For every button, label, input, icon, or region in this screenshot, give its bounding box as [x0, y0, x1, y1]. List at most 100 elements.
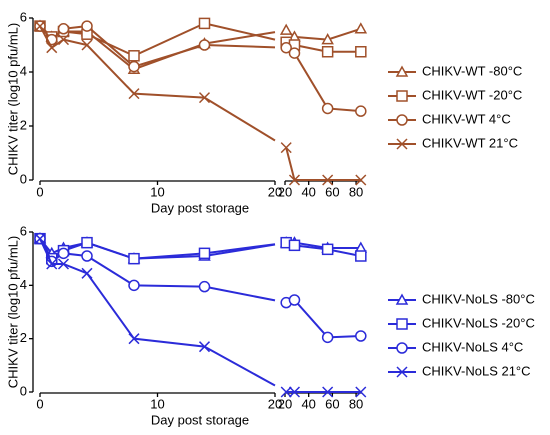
legend-label: CHIKV-WT 21°C: [422, 135, 518, 150]
series-line: [39, 238, 205, 348]
data-point: [198, 341, 211, 353]
x2-tick-label: 60: [325, 396, 339, 411]
data-point: [81, 20, 93, 32]
data-point: [46, 258, 58, 270]
data-point: [355, 330, 367, 342]
series-line: [285, 147, 361, 181]
data-point: [57, 23, 70, 35]
legend-label: CHIKV-NoLS -20°C: [422, 315, 535, 330]
data-point: [321, 243, 334, 256]
data-point: [128, 60, 140, 73]
legend-label: CHIKV-WT 4°C: [422, 111, 511, 126]
y-tick-label: 2: [20, 330, 27, 345]
y-tick-label: 0: [20, 171, 27, 186]
legend-marker: [396, 366, 408, 378]
legend-label: CHIKV-NoLS -80°C: [422, 291, 535, 306]
legend-marker: [396, 114, 408, 126]
x-tick-label: 10: [150, 184, 164, 199]
y-axis-label: CHIKV titer (log10 pfu/mL): [5, 23, 20, 175]
data-point: [355, 105, 367, 117]
y-tick-label: 2: [20, 117, 27, 132]
data-point: [288, 47, 301, 59]
y-tick-label: 4: [20, 63, 27, 78]
data-point: [81, 236, 93, 249]
break-connector: [204, 22, 276, 41]
x-tick-label: 0: [36, 184, 43, 199]
legend-label: CHIKV-NoLS 21°C: [422, 363, 531, 378]
data-point: [198, 39, 211, 51]
legend-marker: [396, 318, 408, 330]
y-tick-label: 4: [20, 277, 27, 292]
data-point: [198, 280, 211, 293]
data-point: [34, 20, 46, 32]
data-point: [355, 46, 367, 58]
data-point: [57, 247, 70, 260]
series-line: [285, 298, 361, 339]
x2-tick-label: 20: [278, 184, 292, 199]
data-point: [355, 386, 367, 398]
data-point: [128, 50, 140, 62]
data-point: [198, 92, 211, 104]
series-line: [39, 25, 205, 99]
data-point: [321, 331, 334, 344]
x2-tick-label: 20: [278, 396, 292, 411]
x-tick-label: 20: [268, 184, 282, 199]
data-point: [355, 250, 367, 262]
break-connector: [203, 96, 276, 142]
data-point: [280, 41, 292, 54]
data-point: [81, 39, 93, 51]
data-point: [288, 174, 301, 186]
legend-marker: [396, 138, 408, 150]
data-point: [321, 46, 334, 58]
y-tick-label: 6: [20, 9, 27, 24]
break-connector: [204, 44, 276, 49]
legend-marker: [395, 293, 409, 305]
data-point: [46, 42, 58, 54]
data-point: [321, 102, 334, 115]
break-connector: [204, 243, 276, 255]
legend-label: CHIKV-WT -20°C: [422, 87, 522, 102]
data-point: [81, 267, 93, 279]
data-point: [288, 239, 301, 252]
data-point: [128, 252, 140, 265]
break-connector: [204, 31, 276, 45]
data-point: [57, 258, 70, 270]
data-point: [34, 233, 46, 245]
data-point: [57, 34, 70, 46]
data-point: [322, 174, 334, 186]
break-connector: [204, 345, 276, 387]
data-point: [128, 279, 140, 292]
x2-tick-label: 80: [349, 396, 363, 411]
legend-marker: [395, 65, 409, 77]
data-point: [288, 386, 301, 398]
legend-label: CHIKV-WT -80°C: [422, 63, 522, 78]
x-tick-label: 0: [36, 396, 43, 411]
data-point: [279, 23, 293, 35]
data-point: [128, 88, 140, 100]
legend-marker: [396, 342, 408, 354]
x-tick-label: 20: [268, 396, 282, 411]
x2-tick-label: 40: [301, 184, 315, 199]
legend-label: CHIKV-NoLS 4°C: [422, 339, 523, 354]
y-tick-label: 0: [20, 383, 27, 398]
data-point: [81, 250, 93, 262]
x-tick-label: 10: [150, 396, 164, 411]
x2-tick-label: 60: [325, 184, 339, 199]
break-connector: [204, 285, 276, 302]
data-point: [322, 386, 334, 398]
data-point: [198, 17, 211, 30]
x2-tick-label: 40: [301, 396, 315, 411]
data-point: [128, 333, 140, 345]
x2-tick-label: 80: [349, 184, 363, 199]
y-axis-label: CHIKV titer (log10 pfu/mL): [5, 236, 20, 388]
y-tick-label: 6: [20, 223, 27, 238]
x-axis-label: Day post storage: [151, 412, 249, 427]
data-point: [288, 294, 301, 306]
legend-marker: [396, 90, 408, 102]
x-axis-label: Day post storage: [151, 200, 249, 215]
data-point: [354, 22, 368, 34]
data-point: [321, 33, 334, 45]
data-point: [355, 174, 367, 186]
data-point: [198, 247, 211, 260]
